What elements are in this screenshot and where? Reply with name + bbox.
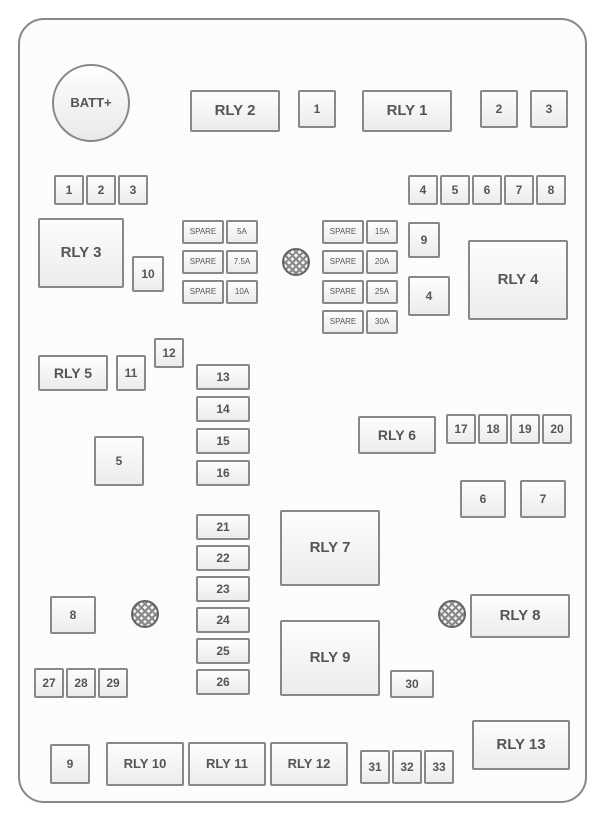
spare-right-label-1: SPARE: [322, 250, 364, 274]
relay-rly4: RLY 4: [468, 240, 568, 320]
fuse-m31: 31: [360, 750, 390, 784]
battery-terminal: BATT+: [52, 64, 130, 142]
stud-0: [282, 248, 310, 276]
fuse-r1r4: 4: [408, 175, 438, 205]
relay-rly10: RLY 10: [106, 742, 184, 786]
relay-rly6: RLY 6: [358, 416, 436, 454]
fuse-r1r5: 5: [440, 175, 470, 205]
fuse-r1m2: 2: [86, 175, 116, 205]
fuse-m29: 29: [98, 668, 128, 698]
spare-right-val-2: 25A: [366, 280, 398, 304]
fuse-sq5: 5: [94, 436, 144, 486]
fuse-panel: BATT+ RLY 2 RLY 1 RLY 3 RLY 4 RLY 5 RLY 6 RLY 7…: [18, 18, 587, 803]
spare-left-label-0: SPARE: [182, 220, 224, 244]
fuse-c22: 22: [196, 545, 250, 571]
relay-rly1: RLY 1: [362, 90, 452, 132]
spare-left-label-1: SPARE: [182, 250, 224, 274]
spare-right-label-0: SPARE: [322, 220, 364, 244]
spare-left-val-2: 10A: [226, 280, 258, 304]
fuse-m33: 33: [424, 750, 454, 784]
spare-right-label-2: SPARE: [322, 280, 364, 304]
fuse-r1m3: 3: [118, 175, 148, 205]
fuse-r1r8: 8: [536, 175, 566, 205]
fuse-c24: 24: [196, 607, 250, 633]
fuse-c25: 25: [196, 638, 250, 664]
spare-left-val-1: 7.5A: [226, 250, 258, 274]
spare-right-label-3: SPARE: [322, 310, 364, 334]
spare-right-val-1: 20A: [366, 250, 398, 274]
spare-right-val-3: 30A: [366, 310, 398, 334]
fuse-c14: 14: [196, 396, 250, 422]
fuse-t2: 2: [480, 90, 518, 128]
fuse-r17: 17: [446, 414, 476, 444]
spare-left-val-0: 5A: [226, 220, 258, 244]
relay-rly5: RLY 5: [38, 355, 108, 391]
relay-rly2: RLY 2: [190, 90, 280, 132]
fuse-c26: 26: [196, 669, 250, 695]
fuse-c21: 21: [196, 514, 250, 540]
fuse-r20: 20: [542, 414, 572, 444]
fuse-m9: 9: [408, 222, 440, 258]
fuse-m27: 27: [34, 668, 64, 698]
relay-rly11: RLY 11: [188, 742, 266, 786]
fuse-c23: 23: [196, 576, 250, 602]
fuse-l8: 8: [50, 596, 96, 634]
fuse-c16: 16: [196, 460, 250, 486]
relay-rly3: RLY 3: [38, 218, 124, 288]
fuse-m4: 4: [408, 276, 450, 316]
fuse-c13: 13: [196, 364, 250, 390]
fuse-m11: 11: [116, 355, 146, 391]
fuse-r1l: 1: [54, 175, 84, 205]
fuse-r1r7: 7: [504, 175, 534, 205]
fuse-c15: 15: [196, 428, 250, 454]
relay-rly7: RLY 7: [280, 510, 380, 586]
fuse-r18: 18: [478, 414, 508, 444]
relay-rly12: RLY 12: [270, 742, 348, 786]
relay-rly9: RLY 9: [280, 620, 380, 696]
fuse-t3: 3: [530, 90, 568, 128]
relay-rly8: RLY 8: [470, 594, 570, 638]
fuse-m28: 28: [66, 668, 96, 698]
relay-rly13: RLY 13: [472, 720, 570, 770]
stud-2: [438, 600, 466, 628]
spare-right-val-0: 15A: [366, 220, 398, 244]
fuse-m10: 10: [132, 256, 164, 292]
fuse-m32: 32: [392, 750, 422, 784]
spare-left-label-2: SPARE: [182, 280, 224, 304]
fuse-b6: 6: [460, 480, 506, 518]
fuse-bl9: 9: [50, 744, 90, 784]
fuse-m12: 12: [154, 338, 184, 368]
fuse-m30: 30: [390, 670, 434, 698]
fuse-r19: 19: [510, 414, 540, 444]
fuse-b7: 7: [520, 480, 566, 518]
fuse-r1r6: 6: [472, 175, 502, 205]
fuse-t1: 1: [298, 90, 336, 128]
stud-1: [131, 600, 159, 628]
